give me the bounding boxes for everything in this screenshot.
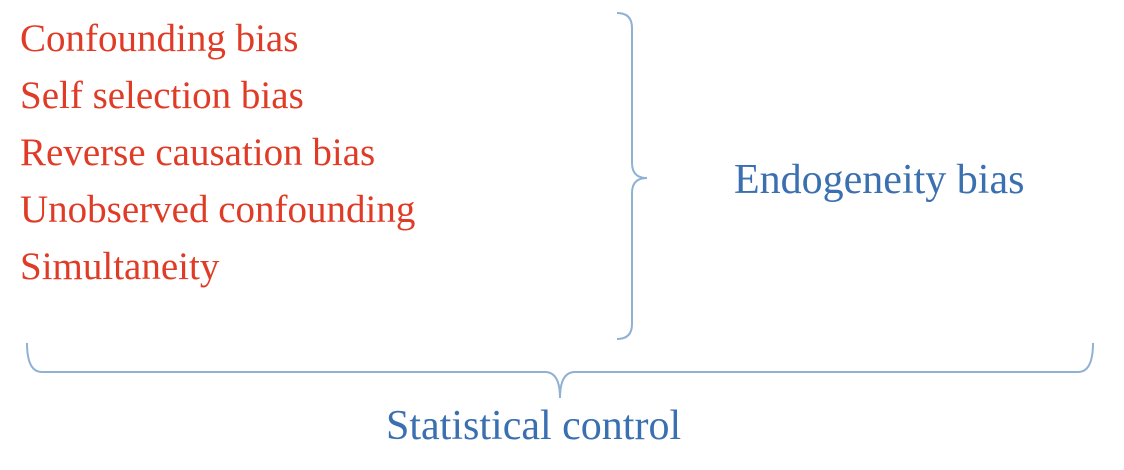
bias-item-unobserved-confounding: Unobserved confounding [20, 188, 416, 231]
bias-item-self-selection: Self selection bias [20, 74, 304, 117]
statistical-control-label: Statistical control [386, 403, 682, 449]
bias-item-simultaneity: Simultaneity [20, 245, 220, 288]
bias-list: Confounding bias Self selection bias Rev… [20, 10, 415, 295]
endogeneity-brace [616, 12, 648, 340]
bias-item-reverse-causation: Reverse causation bias [20, 131, 376, 174]
bias-item-confounding: Confounding bias [20, 17, 299, 60]
statistical-control-brace [26, 342, 1094, 399]
endogeneity-bias-label: Endogeneity bias [734, 157, 1025, 203]
